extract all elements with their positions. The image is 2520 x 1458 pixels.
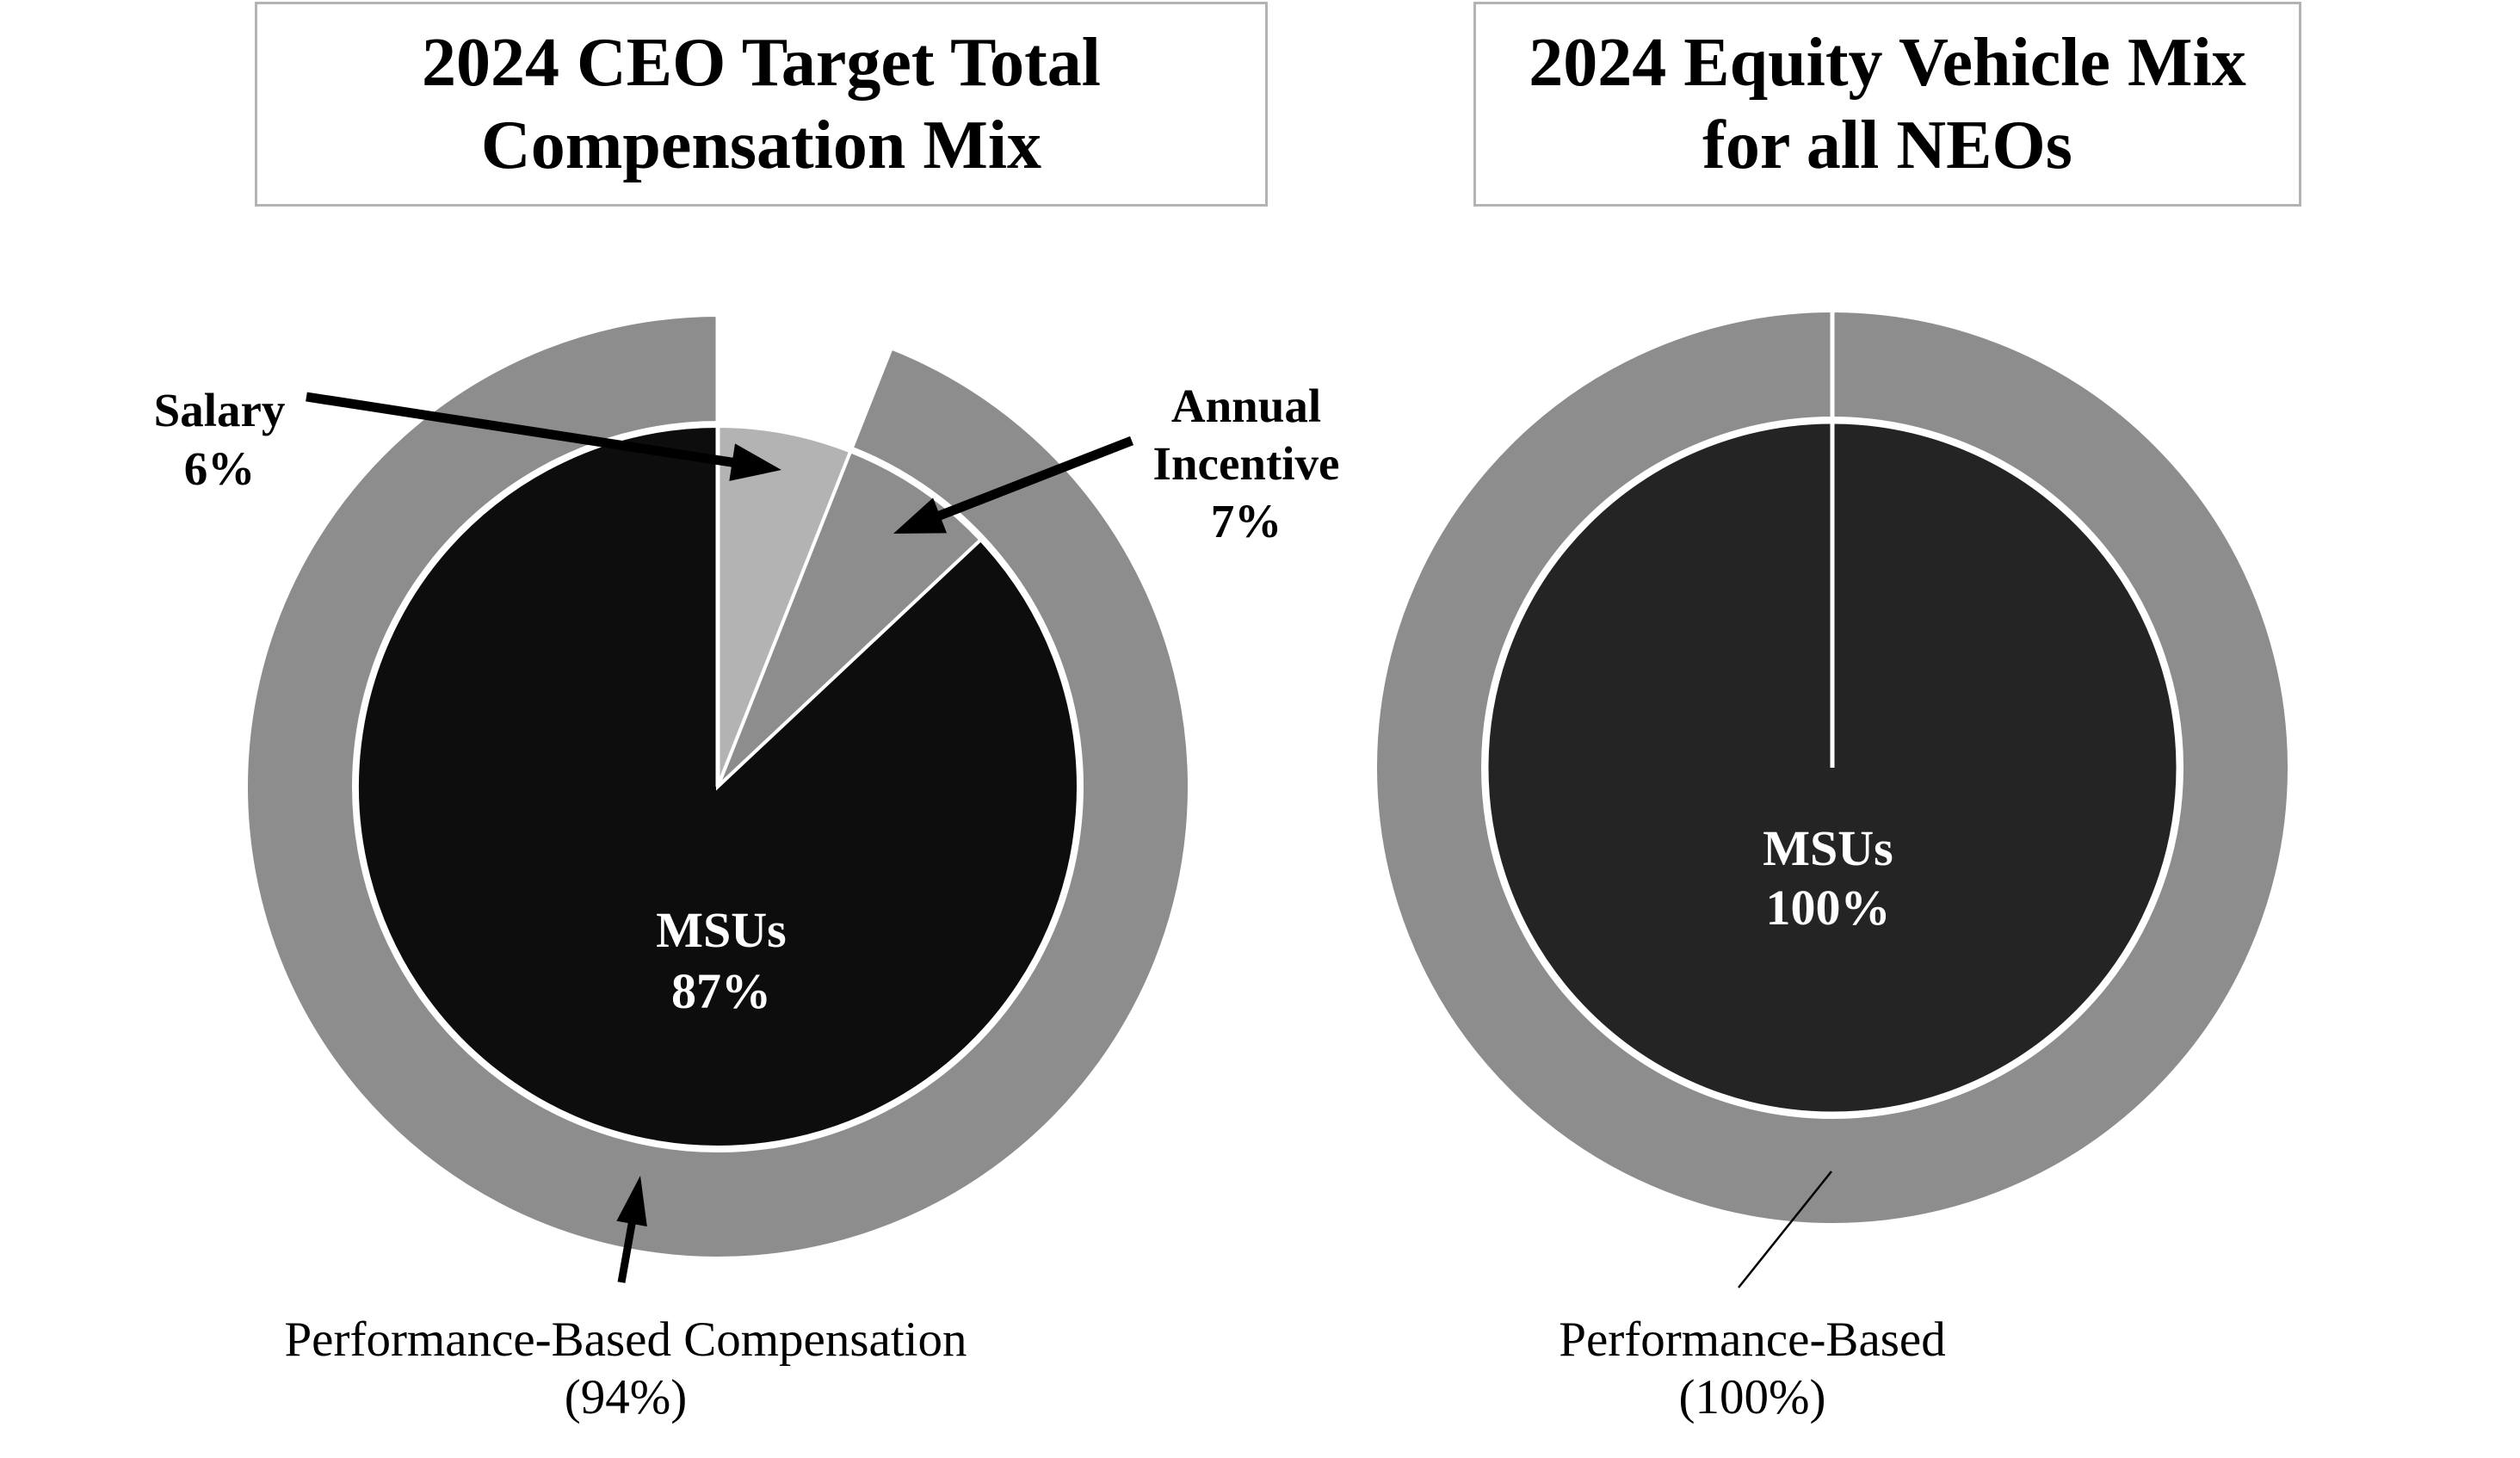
left-chart-title-box: 2024 CEO Target Total Compensation Mix <box>255 2 1268 207</box>
right-ring-label-line2: (100%) <box>1678 1370 1826 1424</box>
right-ring-label: Performance-Based (100%) <box>1559 1311 1945 1426</box>
left-chart-title-line2: Compensation Mix <box>480 108 1042 183</box>
salary-callout-line2: 6% <box>183 442 256 495</box>
right-chart-title-box: 2024 Equity Vehicle Mix for all NEOs <box>1473 2 2301 207</box>
annual-incentive-callout-line3: 7% <box>1210 495 1282 547</box>
left-pie-center-label: MSUs 87% <box>656 899 786 1022</box>
salary-callout-arrow-head <box>729 443 781 481</box>
left-ring-label-line2: (94%) <box>564 1370 688 1424</box>
performance-based-leader-line <box>1738 1171 1832 1288</box>
left-pie-center-line2: 87% <box>671 963 771 1019</box>
salary-callout-label: Salary 6% <box>154 381 286 498</box>
left-ring-label-line1: Performance-Based Compensation <box>284 1313 967 1367</box>
left-ring-label: Performance-Based Compensation (94%) <box>284 1311 967 1426</box>
annual-incentive-callout-line1: Annual <box>1170 380 1322 432</box>
annual-incentive-callout-arrow-shaft <box>933 436 1133 522</box>
right-ring-label-line1: Performance-Based <box>1559 1313 1946 1367</box>
left-pie-slice-annual-incentive <box>716 448 984 788</box>
right-pie-center-line1: MSUs <box>1763 820 1893 876</box>
salary-callout-arrow-shaft <box>306 392 738 468</box>
annual-incentive-callout-line2: Incentive <box>1152 437 1340 490</box>
left-pie-center-line1: MSUs <box>656 902 787 958</box>
performance-based-callout-arrow-shaft <box>617 1218 637 1283</box>
left-pie-slice-salary <box>716 423 853 788</box>
right-chart-title-line1: 2024 Equity Vehicle Mix <box>1529 25 2246 101</box>
left-pie-ring-performance-based-compensation <box>244 312 1191 1260</box>
performance-based-callout-arrow-head <box>616 1176 647 1226</box>
right-pie-center-line2: 100% <box>1765 880 1891 936</box>
right-chart-title-line2: for all NEOs <box>1702 108 2072 183</box>
annual-incentive-callout-label: Annual Incentive 7% <box>1153 377 1340 550</box>
right-pie-center-label: MSUs 100% <box>1763 819 1893 937</box>
annual-incentive-callout-arrow-head <box>893 497 948 534</box>
left-chart-title-line1: 2024 CEO Target Total <box>421 25 1102 101</box>
salary-callout-line1: Salary <box>153 384 286 436</box>
